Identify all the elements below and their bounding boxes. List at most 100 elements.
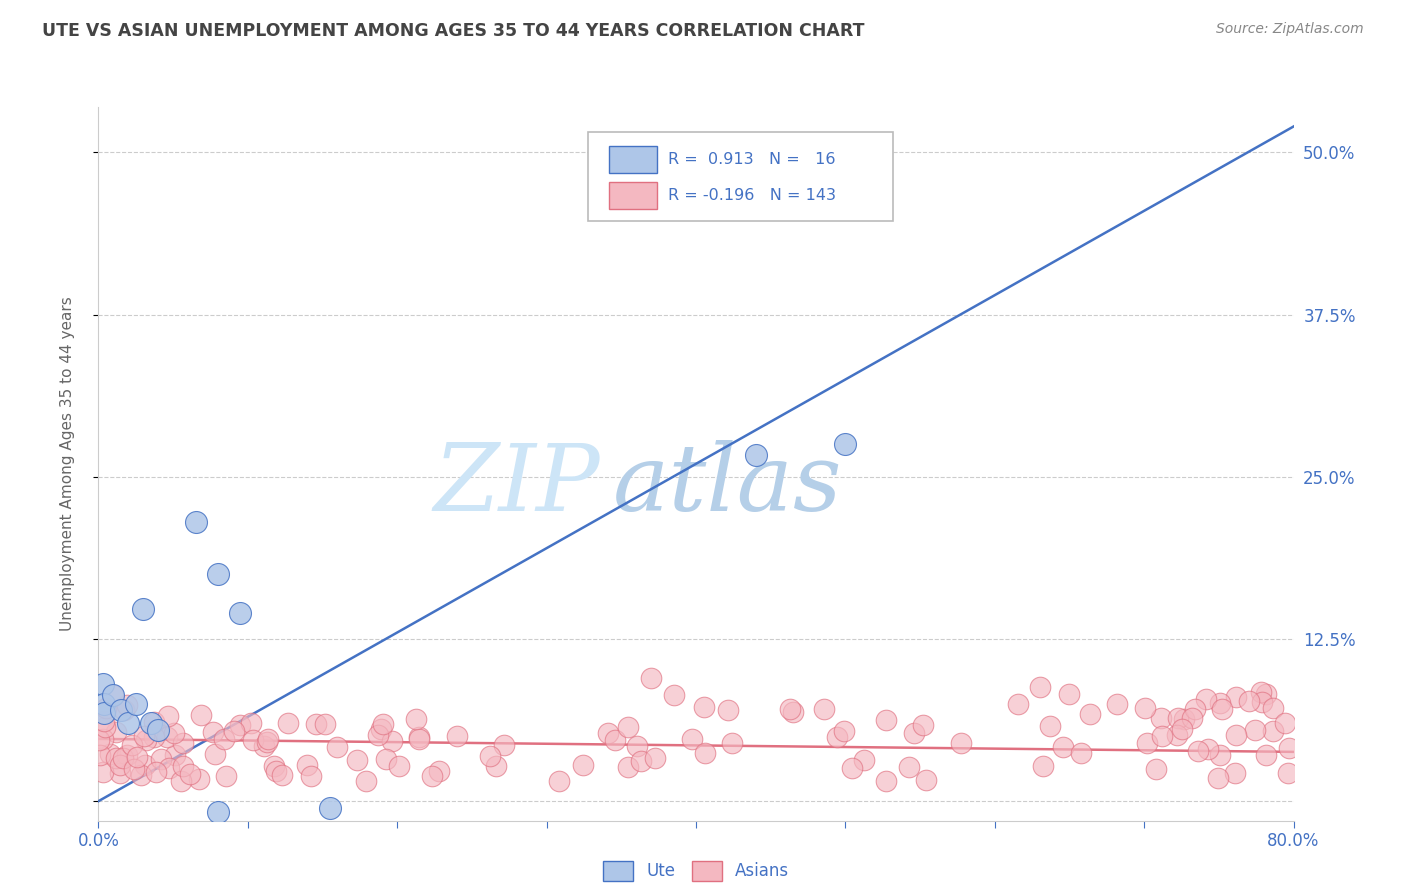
Text: atlas: atlas bbox=[613, 441, 842, 530]
Point bbox=[165, 748, 187, 763]
Point bbox=[420, 769, 443, 783]
Point bbox=[110, 703, 132, 717]
Point bbox=[1209, 696, 1232, 710]
Point bbox=[813, 701, 835, 715]
Point bbox=[1052, 739, 1074, 754]
Point bbox=[912, 718, 935, 732]
Point bbox=[446, 729, 468, 743]
Point bbox=[1136, 736, 1159, 750]
Point bbox=[1166, 728, 1188, 742]
Point bbox=[325, 740, 347, 755]
Point bbox=[108, 757, 131, 772]
Point bbox=[156, 708, 179, 723]
Point bbox=[112, 703, 135, 717]
Point bbox=[1028, 680, 1050, 694]
Point bbox=[240, 716, 263, 731]
Point bbox=[204, 747, 226, 761]
Point bbox=[103, 688, 125, 702]
Point bbox=[139, 716, 162, 731]
Point bbox=[745, 448, 768, 462]
Point bbox=[1057, 687, 1080, 701]
Point bbox=[346, 753, 368, 767]
Point bbox=[548, 774, 571, 789]
Point bbox=[852, 753, 875, 767]
Point bbox=[256, 735, 278, 749]
Point bbox=[257, 731, 280, 746]
Point bbox=[1256, 747, 1278, 762]
Point bbox=[264, 764, 287, 779]
Point bbox=[135, 732, 157, 747]
Point bbox=[190, 707, 212, 722]
Point bbox=[1150, 729, 1173, 743]
Point bbox=[148, 723, 170, 737]
Point bbox=[898, 759, 921, 773]
Point bbox=[93, 706, 115, 720]
Point bbox=[117, 716, 139, 731]
Point bbox=[157, 761, 180, 775]
Point bbox=[841, 761, 863, 775]
Point bbox=[270, 768, 292, 782]
Point bbox=[319, 800, 342, 814]
Point bbox=[1225, 728, 1247, 742]
Point bbox=[170, 773, 193, 788]
Point bbox=[408, 732, 430, 747]
Point bbox=[662, 688, 685, 702]
Point bbox=[381, 733, 404, 747]
Point bbox=[1261, 701, 1284, 715]
Point bbox=[1181, 711, 1204, 725]
Point bbox=[875, 713, 897, 727]
Point bbox=[1251, 695, 1274, 709]
Point bbox=[93, 697, 115, 711]
Point bbox=[87, 733, 110, 747]
Point bbox=[187, 772, 209, 786]
Point bbox=[125, 697, 148, 711]
Point bbox=[692, 700, 714, 714]
Point bbox=[782, 706, 804, 720]
Point bbox=[875, 773, 897, 788]
Point bbox=[299, 769, 322, 783]
Point bbox=[112, 751, 135, 765]
Point bbox=[405, 712, 427, 726]
Point bbox=[105, 751, 128, 765]
Point bbox=[720, 736, 742, 750]
Text: R = -0.196   N = 143: R = -0.196 N = 143 bbox=[668, 188, 837, 203]
Point bbox=[103, 688, 125, 702]
Point bbox=[367, 728, 389, 742]
Point bbox=[184, 515, 207, 529]
Text: UTE VS ASIAN UNEMPLOYMENT AMONG AGES 35 TO 44 YEARS CORRELATION CHART: UTE VS ASIAN UNEMPLOYMENT AMONG AGES 35 … bbox=[42, 22, 865, 40]
Point bbox=[1133, 701, 1156, 715]
Point bbox=[603, 732, 626, 747]
Point bbox=[1173, 711, 1195, 725]
Point bbox=[98, 747, 121, 761]
Point bbox=[717, 704, 740, 718]
Point bbox=[207, 567, 229, 582]
Point bbox=[93, 714, 115, 728]
Point bbox=[1184, 702, 1206, 716]
Point bbox=[105, 724, 128, 739]
Point bbox=[1149, 711, 1171, 725]
Y-axis label: Unemployment Among Ages 35 to 44 years: Unemployment Among Ages 35 to 44 years bbox=[60, 296, 75, 632]
Point bbox=[485, 759, 508, 773]
Point bbox=[215, 769, 238, 783]
Point bbox=[903, 725, 925, 739]
Point bbox=[1225, 690, 1247, 704]
Point bbox=[129, 768, 152, 782]
Point bbox=[150, 752, 173, 766]
FancyBboxPatch shape bbox=[588, 132, 893, 221]
Point bbox=[1007, 698, 1029, 712]
Point bbox=[616, 720, 638, 734]
Point bbox=[832, 724, 855, 739]
Legend: Ute, Asians: Ute, Asians bbox=[596, 855, 796, 888]
Point bbox=[229, 606, 252, 620]
Point bbox=[356, 774, 378, 789]
Point bbox=[1144, 762, 1167, 776]
Point bbox=[1237, 694, 1260, 708]
Point bbox=[1032, 759, 1054, 773]
Text: Source: ZipAtlas.com: Source: ZipAtlas.com bbox=[1216, 22, 1364, 37]
Point bbox=[408, 730, 430, 744]
Text: ZIP: ZIP bbox=[433, 441, 600, 530]
Point bbox=[1078, 707, 1101, 722]
Point bbox=[950, 735, 973, 749]
Point bbox=[1167, 711, 1189, 725]
Point bbox=[229, 718, 252, 732]
